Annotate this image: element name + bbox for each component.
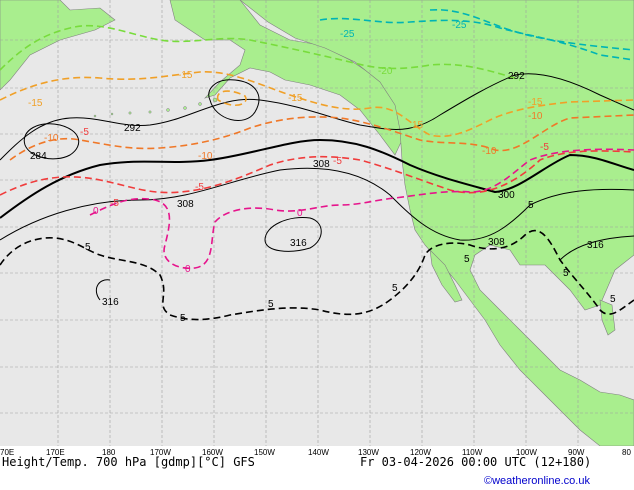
temp-minus25 — [319, 17, 634, 61]
label-5-coast: 5 — [464, 254, 470, 265]
valid-time: Fr 03-04-2026 00:00 UTC (12+180) — [360, 455, 591, 469]
label-minus15-west: -15 — [178, 70, 193, 81]
tick-12: 80 — [622, 448, 631, 457]
label-5-florida: 5 — [610, 294, 616, 305]
tick-1: 170E — [46, 448, 65, 457]
label-316-sw: 316 — [102, 297, 119, 308]
label-5-south: 5 — [180, 313, 186, 324]
tick-3: 170W — [150, 448, 171, 457]
label-308-west: 308 — [177, 199, 194, 210]
label-minus5-east: -5 — [333, 156, 342, 167]
label-284: 284 — [30, 151, 47, 162]
label-minus5-west: -5 — [110, 198, 119, 209]
label-0-south: 0 — [185, 264, 191, 275]
label-308-center: 308 — [313, 159, 330, 170]
label-minus15-east: -15 — [528, 97, 543, 108]
tick-7: 130W — [358, 448, 379, 457]
label-15-inland: 15 — [412, 120, 424, 131]
land-siberia — [0, 0, 116, 91]
contour-300 — [0, 138, 634, 219]
tick-11: 90W — [568, 448, 585, 457]
tick-8: 120W — [410, 448, 431, 457]
map-title: Height/Temp. 700 hPa [gdmp][°C] GFS — [2, 455, 255, 469]
temperature-contours — [0, 9, 634, 321]
land-north-america — [239, 0, 634, 447]
temp-minus5 — [0, 150, 634, 196]
tick-0: 70E — [0, 448, 14, 457]
label-minus10-center: -10 — [198, 151, 213, 162]
label-5-east: 5 — [392, 283, 398, 294]
label-316-loop: 316 — [290, 238, 307, 249]
label-minus15-center: -15 — [288, 93, 303, 104]
footer-band — [0, 446, 634, 490]
height-labels: 292 292 284 308 308 316 316 300 308 316 — [30, 71, 604, 308]
label-minus5-center: -5 — [195, 182, 204, 193]
contour-292-loop — [208, 79, 260, 121]
contour-316-loop — [264, 216, 322, 252]
label-292-east: 292 — [508, 71, 525, 82]
credit-text: ©weatheronline.co.uk — [484, 475, 590, 487]
temp-minus15-loop — [216, 90, 247, 107]
contour-316-west — [95, 279, 111, 301]
land-florida — [599, 299, 616, 336]
label-minus10-inland: -10 — [482, 146, 497, 157]
label-0-center: 0 — [297, 208, 303, 219]
label-minus10-east: -10 — [528, 111, 543, 122]
label-minus25-east: -25 — [452, 20, 467, 31]
label-5-gulf: 5 — [563, 268, 569, 279]
temp-labels: -25 -25 -20 -15 -15 -15 -15 -10 -10 -10 … — [28, 20, 616, 324]
land-gulf-coast — [555, 320, 620, 352]
label-316-east: 316 — [587, 240, 604, 251]
label-292-west: 292 — [124, 123, 141, 134]
land-baja — [429, 249, 463, 303]
temp-minus15 — [0, 71, 634, 138]
label-300: 300 — [498, 190, 515, 201]
contour-284-loop — [23, 123, 80, 160]
aleutian-islands — [93, 97, 218, 118]
tick-10: 100W — [516, 448, 537, 457]
label-5-far-east: 5 — [528, 200, 534, 211]
label-308-east: 308 — [488, 237, 505, 248]
contour-316-east — [559, 235, 634, 261]
tick-5: 150W — [254, 448, 275, 457]
tick-9: 110W — [462, 448, 483, 457]
label-minus10-west: -10 — [44, 133, 59, 144]
longitude-ticks: 70E 170E 180 170W 160W 150W 140W 130W 12… — [0, 448, 631, 457]
label-minus15-far: -15 — [28, 98, 43, 109]
label-minus25-west: -25 — [340, 29, 355, 40]
label-0-west: 0 — [93, 206, 99, 217]
contour-308 — [0, 167, 634, 241]
tick-2: 180 — [102, 448, 116, 457]
label-minus5-far-east: -5 — [540, 142, 549, 153]
tick-4: 160W — [202, 448, 223, 457]
label-minus5-west-edge: -5 — [80, 127, 89, 138]
temp-minus20-east — [429, 9, 634, 51]
temp-5 — [0, 229, 634, 321]
label-5-center: 5 — [268, 299, 274, 310]
temp-minus20 — [0, 24, 521, 81]
label-5-west: 5 — [85, 242, 91, 253]
tick-6: 140W — [308, 448, 329, 457]
temp-0 — [89, 148, 634, 270]
temp-minus10 — [9, 114, 634, 161]
label-minus20: -20 — [378, 66, 393, 77]
